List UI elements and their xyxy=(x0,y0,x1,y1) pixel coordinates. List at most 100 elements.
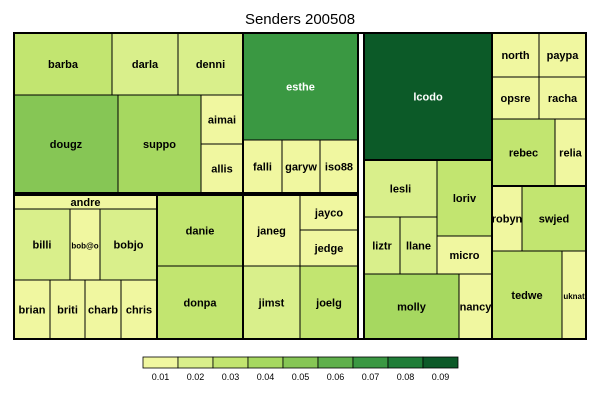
treemap-cell-label: suppo xyxy=(143,139,176,151)
treemap-cell-relia: relia xyxy=(554,118,587,187)
legend-swatch xyxy=(177,356,214,369)
treemap-cell-lesli: lesli xyxy=(363,159,438,218)
treemap-cell-rect xyxy=(491,32,540,78)
treemap-cell-darla: darla xyxy=(111,32,179,96)
treemap-cell-molly: molly xyxy=(363,273,460,340)
treemap-cell-label: charb xyxy=(88,305,118,317)
treemap-cell-danie: danie xyxy=(156,194,244,267)
treemap-cell-andre: andre xyxy=(13,194,158,210)
treemap-cell-label: opsre xyxy=(501,93,531,105)
treemap-cell-label: liztr xyxy=(372,241,392,253)
treemap-cell-lcodo: lcodo xyxy=(363,32,493,161)
treemap-cell-rect xyxy=(117,94,202,194)
legend-tick-label: 0.08 xyxy=(397,372,415,382)
treemap-cell-label: robyn xyxy=(492,214,523,226)
treemap-cell-label: lcodo xyxy=(413,92,443,104)
treemap-cell-label: molly xyxy=(397,302,427,314)
treemap-cell-bobo: bob@o xyxy=(69,208,101,281)
treemap-cell-tedwe: tedwe xyxy=(491,250,563,340)
treemap-cell-jayco: jayco xyxy=(299,194,359,231)
legend-tick-label: 0.09 xyxy=(432,372,450,382)
treemap-cell-label: denni xyxy=(196,59,225,71)
treemap-cell-label: darla xyxy=(132,59,159,71)
chart-title: Senders 200508 xyxy=(245,11,355,28)
treemap-cell-label: janeg xyxy=(256,226,286,238)
treemap-cell-label: iso88 xyxy=(325,162,353,174)
treemap-cell-rect xyxy=(177,32,244,96)
treemap-cell-rect xyxy=(458,273,493,340)
treemap-cell-swjed: swjed xyxy=(521,185,587,252)
treemap-cell-loriv: loriv xyxy=(436,159,493,237)
treemap-group-border xyxy=(13,32,587,340)
treemap-cell-label: jedge xyxy=(314,243,344,255)
treemap-cell-chris: chris xyxy=(120,279,158,340)
treemap-cell-label: falli xyxy=(253,162,272,174)
treemap-cell-rect xyxy=(69,208,101,281)
treemap-cell-label: garyw xyxy=(285,162,317,174)
legend-swatch xyxy=(352,356,389,369)
treemap-cell-opsre: opsre xyxy=(491,76,540,120)
treemap-group-borders xyxy=(13,32,587,340)
treemap-cell-label: donpa xyxy=(184,298,218,310)
treemap-cell-label: loriv xyxy=(453,193,477,205)
treemap-cell-jedge: jedge xyxy=(299,229,359,267)
treemap-cell-label: lesli xyxy=(390,184,411,196)
legend-tick-label: 0.04 xyxy=(257,372,275,382)
treemap-cell-janeg: janeg xyxy=(242,194,301,267)
treemap-cell-label: north xyxy=(501,50,529,62)
treemap-cell-label: swjed xyxy=(539,214,570,226)
treemap-cell-label: nancy xyxy=(460,302,493,314)
legend-tick-label: 0.07 xyxy=(362,372,380,382)
treemap-cell-rect xyxy=(13,94,119,194)
treemap-cell-joelg: joelg xyxy=(299,265,359,340)
treemap-cell-label: bob@o xyxy=(71,242,98,251)
treemap-cell-iso88: iso88 xyxy=(319,139,359,194)
legend-tick-label: 0.03 xyxy=(222,372,240,382)
treemap-cell-liztr: liztr xyxy=(363,216,401,275)
treemap-cell-label: tedwe xyxy=(511,290,542,302)
treemap-cell-rect xyxy=(491,250,563,340)
treemap-cell-rect xyxy=(13,208,71,281)
legend-swatch xyxy=(387,356,424,369)
treemap-cell-racha: racha xyxy=(538,76,587,120)
treemap-cell-billi: billi xyxy=(13,208,71,281)
treemap-cell-label: joelg xyxy=(315,298,342,310)
treemap-cell-rebec: rebec xyxy=(491,118,556,187)
treemap-cell-label: danie xyxy=(186,226,215,238)
treemap-cell-rect xyxy=(363,216,401,275)
legend-tick-label: 0.06 xyxy=(327,372,345,382)
treemap-cell-garyw: garyw xyxy=(281,139,321,194)
treemap-cell-nancy: nancy xyxy=(458,273,493,340)
treemap-cell-label: andre xyxy=(71,197,101,209)
treemap-cell-barba: barba xyxy=(13,32,113,96)
treemap-cell-rect xyxy=(13,32,113,96)
treemap-cell-label: brian xyxy=(19,305,46,317)
treemap-cell-label: micro xyxy=(450,250,480,262)
treemap-cell-rect xyxy=(156,265,244,340)
treemap-cell-rect xyxy=(49,279,86,340)
treemap-cell-rect xyxy=(200,143,244,194)
treemap-cell-falli: falli xyxy=(242,139,283,194)
treemap-cell-aimai: aimai xyxy=(200,94,244,145)
treemap-cell-rect xyxy=(554,118,587,187)
treemap-cell-label: dougz xyxy=(50,139,83,151)
legend-swatch xyxy=(282,356,319,369)
treemap-cell-dougz: dougz xyxy=(13,94,119,194)
legend-swatch xyxy=(317,356,354,369)
treemap-cell-jimst: jimst xyxy=(242,265,301,340)
treemap-cell-label: jayco xyxy=(314,208,343,220)
treemap-cell-label: paypa xyxy=(547,50,580,62)
treemap-cell-brian: brian xyxy=(13,279,51,340)
treemap-cell-label: aimai xyxy=(208,115,236,127)
treemap-cell-north: north xyxy=(491,32,540,78)
treemap-cell-label: allis xyxy=(211,164,232,176)
color-legend: 0.01 0.02 0.03 0.04 0.05 0.06 0.07 0.08 0.09 xyxy=(142,356,459,382)
treemap-cell-charb: charb xyxy=(84,279,122,340)
treemap-cell-allis: allis xyxy=(200,143,244,194)
treemap-cells: barba darla denni dougz suppo aimai allis esthe… xyxy=(13,32,587,340)
treemap-cell-label: barba xyxy=(48,59,79,71)
treemap-cell-donpa: donpa xyxy=(156,265,244,340)
treemap-cell-suppo: suppo xyxy=(117,94,202,194)
treemap-cell-rect xyxy=(84,279,122,340)
